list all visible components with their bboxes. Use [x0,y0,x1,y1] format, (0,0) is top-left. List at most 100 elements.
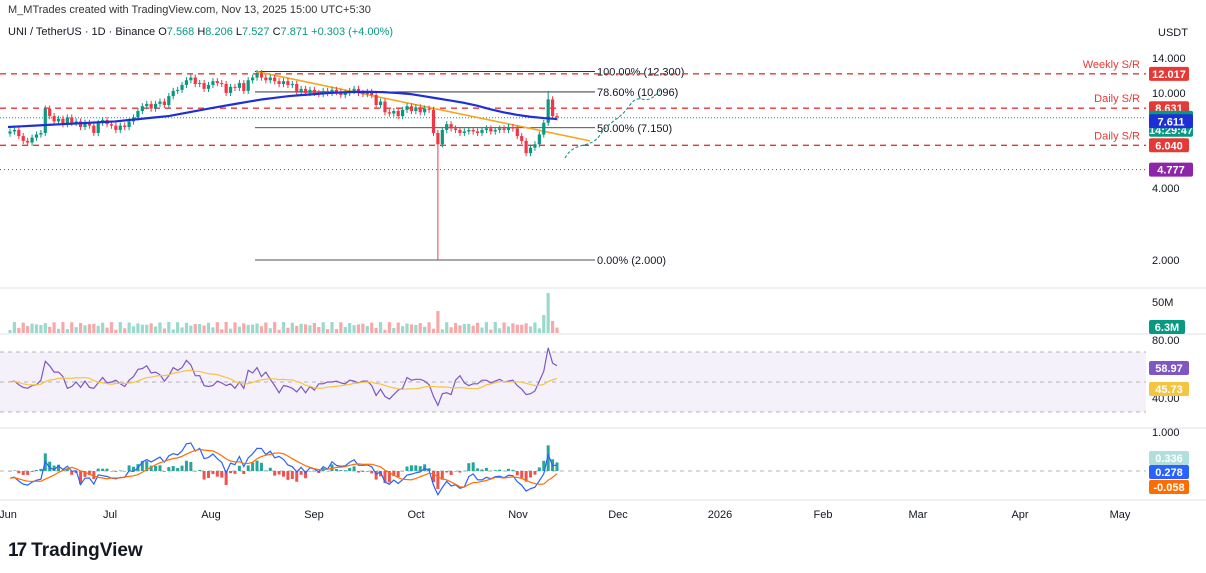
time-tick-label: Mar [909,509,928,521]
macd-hist-bar [39,468,43,471]
candle-body [387,112,391,114]
candle-body [224,83,228,93]
candle-body [8,131,12,134]
volume-bar [228,328,233,333]
macd-hist-bar [176,467,180,471]
volume-bar [277,329,281,333]
rsi-ma-badge [1149,382,1189,396]
candle-body [427,108,431,110]
ohlc-c: C7.871 [269,26,309,38]
macd-hist-bar [259,462,263,471]
macd-hist-bar [334,469,338,471]
volume-bar [480,327,484,333]
candle-body [550,99,555,117]
volume-bar [65,329,69,333]
signal-badge [1149,480,1189,494]
candle-body [83,122,87,128]
rsi-tick: 80.00 [1152,335,1180,347]
macd-hist-bar [449,471,453,476]
macd-hist-bar [348,467,352,471]
candle-body [475,131,480,133]
volume-bar [317,327,321,333]
macd-hist-bar [109,471,113,472]
volume-bar [268,328,272,333]
volume-bar [484,322,489,333]
macd-hist-bar [471,462,475,471]
macd-hist-bar [431,471,435,483]
candle-body [423,108,427,113]
candle-body [489,128,493,132]
volume-bar [453,322,458,333]
macd-hist-bar [295,471,299,482]
volume-bar [546,293,550,333]
price-axis-unit: USDT [1158,27,1188,39]
candle-body [136,111,140,118]
candle-body [48,108,52,117]
volume-bar [8,330,12,333]
macd-hist-bar [207,471,211,478]
macd-hist-bar [493,470,497,471]
fib-level-label: 0.00% (2.000) [597,255,666,267]
macd-hist-bar [529,471,533,478]
price-badge-text: 4.777 [1157,165,1185,177]
volume-bar [145,324,149,333]
macd-hist-bar [312,471,316,472]
macd-hist-bar [498,469,502,471]
ohlc-o: O7.568 [158,26,195,38]
sr-price-badge [1149,138,1189,153]
macd-hist-bar [149,465,153,471]
volume-bar [343,326,347,333]
macd-hist-bar [52,465,56,471]
volume-bar [26,326,30,333]
price-change: +0.303 (+4.00%) [311,26,394,38]
time-tick-label: May [1110,509,1131,521]
macd-hist-bar [520,471,524,478]
candle-body [277,81,281,84]
volume-bar [334,328,339,333]
macd-hist-bar [246,465,250,471]
candles [8,70,559,260]
candle-body [109,124,114,126]
time-tick-label: Jul [103,509,117,521]
macd-hist-bar [356,471,360,473]
price-chart[interactable]: USDT14.00012.00010.0008.0006.0004.0002.0… [0,0,1206,530]
candle-body [237,83,241,88]
volume-bar [56,328,61,333]
volume-bar [361,323,365,333]
symbol-info[interactable]: UNI / TetherUS · 1D · Binance O7.568 H8.… [8,26,393,38]
macd-hist-bar [26,471,30,475]
volume-bars [8,293,559,333]
volume-bar [180,327,184,333]
macd-hist-bar [123,471,127,472]
macd-hist-bar [423,464,427,471]
price-badge [1149,162,1193,177]
candle-body [255,73,259,78]
volume-bar [515,324,519,333]
candle-body [449,124,453,129]
tradingview-logo[interactable]: 17 TradingView [8,540,143,562]
fib-level-label: 78.60% (10.096) [597,87,678,99]
candle-body [533,144,537,148]
macd-hist-bar [83,471,87,477]
candle-body [87,122,92,126]
volume-bar [30,323,34,333]
macd-hist-bar [387,471,391,483]
tradingview-logo-text: TradingView [31,540,143,561]
candle-body [114,125,118,130]
macd-hist-bar [414,465,418,471]
macd-hist-bar [8,471,12,472]
volume-bar [436,311,440,333]
macd-hist-bar [546,445,550,471]
volume-bar [326,329,330,333]
macd-hist-bar [220,471,224,478]
candle-body [39,132,43,135]
volume-bar [462,324,466,333]
symbol-name: UNI / TetherUS · 1D · Binance [8,26,156,38]
macd-hist-bar [484,467,488,471]
volume-bar [427,322,431,333]
macd-hist-bar [326,470,330,472]
candle-body [52,116,56,122]
candle-body [453,128,458,130]
volume-bar [528,326,533,333]
candle-body [21,136,25,141]
